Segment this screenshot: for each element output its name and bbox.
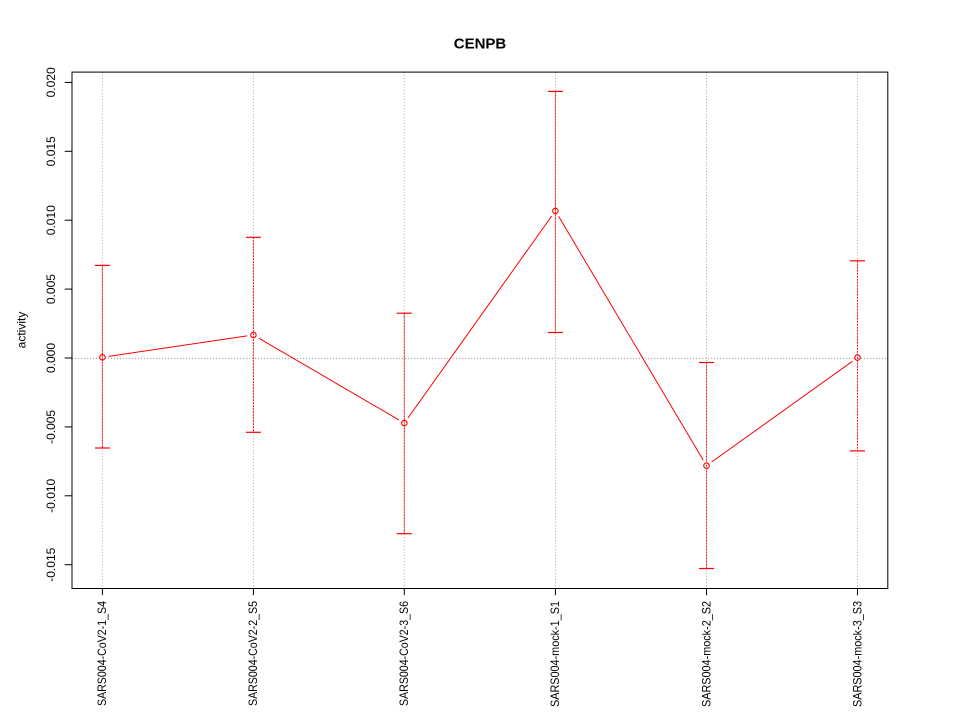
svg-text:SARS004-CoV2-1_S4: SARS004-CoV2-1_S4 bbox=[95, 601, 109, 706]
svg-text:0.015: 0.015 bbox=[44, 136, 58, 166]
svg-text:0.005: 0.005 bbox=[44, 274, 58, 304]
svg-text:0.020: 0.020 bbox=[44, 67, 58, 97]
svg-text:-0.005: -0.005 bbox=[44, 410, 58, 444]
svg-text:SARS004-mock-1_S1: SARS004-mock-1_S1 bbox=[548, 601, 562, 707]
svg-text:SARS004-CoV2-2_S5: SARS004-CoV2-2_S5 bbox=[246, 601, 260, 706]
svg-text:activity: activity bbox=[15, 312, 29, 349]
svg-text:-0.015: -0.015 bbox=[44, 547, 58, 581]
svg-text:0.010: 0.010 bbox=[44, 205, 58, 235]
svg-text:-0.010: -0.010 bbox=[44, 478, 58, 512]
svg-text:SARS004-mock-3_S3: SARS004-mock-3_S3 bbox=[850, 601, 864, 707]
svg-text:SARS004-CoV2-3_S6: SARS004-CoV2-3_S6 bbox=[397, 601, 411, 706]
svg-text:0.000: 0.000 bbox=[44, 343, 58, 373]
svg-text:CENPB: CENPB bbox=[454, 36, 507, 53]
svg-text:SARS004-mock-2_S2: SARS004-mock-2_S2 bbox=[699, 601, 713, 707]
